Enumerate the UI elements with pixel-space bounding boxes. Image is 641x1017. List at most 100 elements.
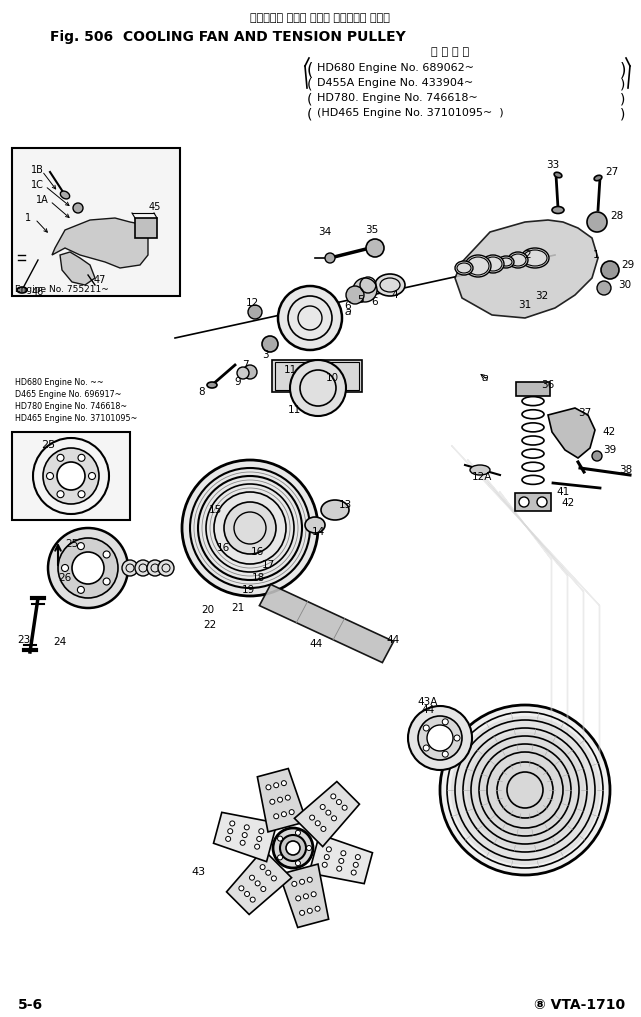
Text: 36: 36 [542, 380, 554, 390]
Ellipse shape [552, 206, 564, 214]
Circle shape [592, 451, 602, 461]
Circle shape [243, 365, 257, 379]
Text: ): ) [620, 92, 626, 106]
Text: 12A: 12A [472, 472, 492, 482]
Text: 10: 10 [326, 373, 338, 383]
Text: 28: 28 [610, 211, 624, 221]
Text: 1A: 1A [36, 195, 48, 205]
Circle shape [250, 897, 255, 902]
Circle shape [423, 745, 429, 751]
Circle shape [325, 253, 335, 263]
Text: 1: 1 [593, 250, 599, 260]
Circle shape [296, 830, 301, 835]
Text: 21: 21 [231, 603, 245, 613]
Text: 16: 16 [217, 543, 229, 553]
Polygon shape [60, 252, 95, 285]
Circle shape [442, 719, 448, 725]
Ellipse shape [470, 465, 490, 475]
Circle shape [303, 894, 308, 899]
Circle shape [256, 836, 262, 841]
Circle shape [423, 725, 429, 731]
Text: 1: 1 [25, 213, 31, 223]
Circle shape [273, 828, 313, 868]
Circle shape [339, 858, 344, 863]
Circle shape [57, 455, 64, 462]
Circle shape [48, 528, 128, 608]
Text: 45: 45 [149, 202, 161, 212]
Text: 18: 18 [251, 573, 265, 583]
Circle shape [182, 460, 318, 596]
Polygon shape [455, 220, 598, 318]
Circle shape [62, 564, 69, 572]
Circle shape [601, 261, 619, 279]
Circle shape [103, 578, 110, 585]
Polygon shape [294, 781, 360, 846]
Text: 33: 33 [546, 160, 560, 170]
Circle shape [278, 286, 342, 350]
Text: HD680 Engine No. 689062~: HD680 Engine No. 689062~ [317, 63, 474, 73]
Circle shape [326, 811, 331, 816]
Ellipse shape [305, 517, 325, 533]
Text: D455A Engine No. 433904~: D455A Engine No. 433904~ [317, 78, 473, 88]
Text: 42: 42 [603, 427, 615, 437]
Text: 9: 9 [235, 377, 241, 387]
Circle shape [228, 829, 233, 834]
Text: 25: 25 [41, 440, 55, 450]
Circle shape [57, 462, 85, 490]
Circle shape [226, 836, 231, 841]
Text: 29: 29 [621, 260, 635, 270]
Circle shape [285, 795, 290, 800]
Text: 1C: 1C [31, 180, 44, 190]
Circle shape [408, 706, 472, 770]
Text: 44: 44 [387, 635, 399, 645]
Circle shape [271, 876, 276, 881]
Ellipse shape [375, 274, 405, 296]
Text: 43: 43 [191, 868, 205, 877]
Circle shape [341, 850, 346, 855]
Circle shape [88, 473, 96, 479]
Circle shape [78, 543, 85, 549]
Polygon shape [279, 864, 329, 928]
Circle shape [442, 752, 448, 758]
Text: ⑧ VTA-1710: ⑧ VTA-1710 [534, 998, 625, 1012]
Circle shape [299, 910, 304, 915]
Circle shape [427, 725, 453, 751]
Circle shape [315, 821, 320, 826]
Polygon shape [257, 769, 306, 832]
Circle shape [324, 854, 329, 859]
Circle shape [135, 560, 151, 576]
Text: 39: 39 [603, 445, 617, 455]
Circle shape [321, 827, 326, 832]
Circle shape [266, 871, 271, 876]
Ellipse shape [17, 287, 27, 293]
Text: HD780 Engine No. 746618~: HD780 Engine No. 746618~ [15, 402, 127, 411]
Ellipse shape [521, 248, 549, 268]
Circle shape [418, 716, 462, 760]
Text: 16: 16 [251, 547, 263, 557]
Text: 15: 15 [208, 505, 222, 515]
Circle shape [331, 794, 336, 799]
Text: 35: 35 [365, 225, 379, 235]
Bar [135, 218, 157, 238]
Text: (HD465 Engine No. 37101095~  ): (HD465 Engine No. 37101095~ ) [317, 108, 504, 118]
Ellipse shape [321, 500, 349, 520]
Circle shape [307, 878, 312, 882]
Text: 19: 19 [242, 585, 254, 595]
Circle shape [366, 239, 384, 257]
Text: 14: 14 [312, 527, 324, 537]
Text: 6: 6 [372, 297, 378, 307]
Text: D465 Engine No. 696917~: D465 Engine No. 696917~ [15, 390, 122, 399]
Text: 3: 3 [262, 350, 269, 360]
Text: 13: 13 [338, 500, 352, 510]
Circle shape [122, 560, 138, 576]
Circle shape [239, 886, 244, 891]
Circle shape [78, 455, 85, 462]
Text: 4: 4 [392, 290, 398, 300]
Circle shape [262, 336, 278, 352]
Circle shape [249, 876, 254, 880]
Polygon shape [548, 408, 595, 458]
Circle shape [274, 783, 279, 788]
Circle shape [266, 785, 271, 790]
Circle shape [43, 448, 99, 504]
Text: 7: 7 [242, 360, 248, 370]
